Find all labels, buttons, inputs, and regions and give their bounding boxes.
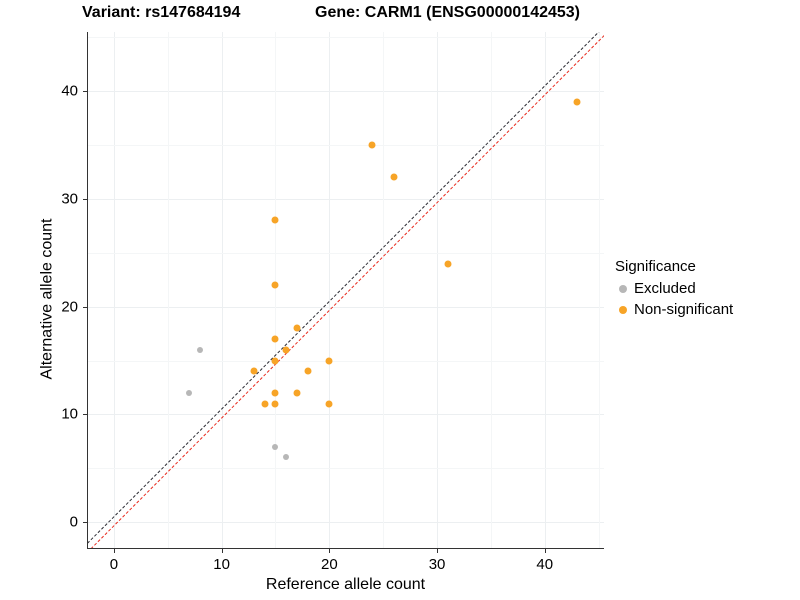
data-point[interactable]	[390, 173, 398, 181]
data-point[interactable]	[271, 357, 279, 364]
data-point[interactable]	[293, 324, 301, 332]
x-tick-40	[544, 549, 546, 553]
y-tick-0	[83, 522, 87, 524]
data-point[interactable]	[444, 260, 452, 268]
legend: Significance Excluded Non-significant	[615, 258, 797, 320]
gridline-minor-x-15	[275, 32, 277, 549]
identity-line-black	[87, 32, 604, 544]
x-tick-label-10: 10	[213, 556, 230, 573]
x-tick-label-20: 20	[321, 556, 338, 573]
gridline-minor-y-45	[87, 37, 604, 39]
legend-dot-icon	[619, 305, 627, 314]
legend-key-icon	[615, 284, 631, 293]
x-tick-label-30: 30	[428, 556, 446, 573]
plot-panel	[87, 32, 604, 549]
data-point[interactable]	[271, 216, 279, 224]
data-point[interactable]	[282, 346, 290, 354]
gridline-minor-x-25	[383, 32, 385, 549]
x-tick-20	[329, 549, 331, 553]
data-point[interactable]	[368, 141, 376, 149]
data-point[interactable]	[573, 98, 581, 106]
data-point[interactable]	[304, 367, 312, 375]
legend-key-icon	[615, 305, 631, 314]
legend-dot-icon	[619, 284, 627, 293]
data-point[interactable]	[250, 367, 258, 375]
gridline-x-20	[329, 32, 331, 549]
y-tick-30	[83, 198, 87, 200]
identity-line-red	[87, 35, 604, 549]
y-tick-label-10: 10	[61, 405, 78, 423]
y-axis-title: Alternative allele count	[38, 218, 56, 380]
y-tick-40	[83, 91, 87, 93]
gridline-x-30	[437, 32, 439, 549]
gridline-y-0	[87, 522, 604, 524]
gridline-minor-y-25	[87, 252, 604, 254]
data-point[interactable]	[325, 357, 333, 364]
data-point[interactable]	[197, 346, 204, 353]
y-tick-label-30: 30	[61, 190, 78, 208]
gridline-y-30	[87, 198, 604, 200]
gridline-y-40	[87, 91, 604, 93]
legend-item-label: Non-significant	[634, 301, 734, 318]
gridline-y-10	[87, 414, 604, 416]
data-point[interactable]	[272, 443, 279, 450]
variant-title: Variant: rs147684194	[82, 4, 241, 21]
chart-title-row: Variant: rs147684194 Gene: CARM1 (ENSG00…	[0, 4, 612, 30]
x-tick-10	[221, 549, 223, 553]
gridline-minor-x-5	[167, 32, 169, 549]
data-point[interactable]	[261, 400, 269, 408]
data-point[interactable]	[271, 400, 279, 408]
gridline-x-10	[221, 32, 223, 549]
data-point[interactable]	[271, 389, 279, 397]
y-tick-20	[83, 306, 87, 308]
x-tick-label-40: 40	[536, 556, 554, 573]
x-tick-30	[437, 549, 439, 553]
data-point[interactable]	[271, 281, 279, 289]
y-tick-label-0: 0	[69, 513, 78, 531]
gridline-minor-y-15	[87, 360, 604, 362]
x-axis-title: Reference allele count	[265, 576, 426, 593]
gridline-y-20	[87, 306, 604, 308]
legend-item-non-significant[interactable]: Non-significant	[615, 299, 797, 320]
legend-item-label: Excluded	[634, 280, 696, 297]
gridline-minor-x-45	[598, 32, 600, 549]
gridline-minor-y-5	[87, 468, 604, 470]
gene-title: Gene: CARM1 (ENSG00000142453)	[315, 4, 581, 21]
data-point[interactable]	[271, 335, 279, 343]
gridline-minor-y-35	[87, 145, 604, 147]
y-tick-label-40: 40	[61, 82, 78, 100]
legend-item-excluded[interactable]: Excluded	[615, 278, 797, 299]
legend-title: Significance	[615, 258, 696, 275]
data-point[interactable]	[283, 454, 290, 461]
data-point[interactable]	[186, 389, 193, 396]
gridline-x-40	[544, 32, 546, 549]
y-tick-label-20: 20	[61, 298, 78, 316]
gridline-minor-x-35	[490, 32, 492, 549]
gridline-x-0	[113, 32, 115, 549]
x-tick-0	[113, 549, 115, 553]
data-point[interactable]	[325, 400, 333, 408]
x-tick-label-0: 0	[109, 556, 119, 573]
y-tick-10	[83, 414, 87, 416]
data-point[interactable]	[293, 389, 301, 397]
legend-items: Excluded Non-significant	[615, 278, 797, 320]
